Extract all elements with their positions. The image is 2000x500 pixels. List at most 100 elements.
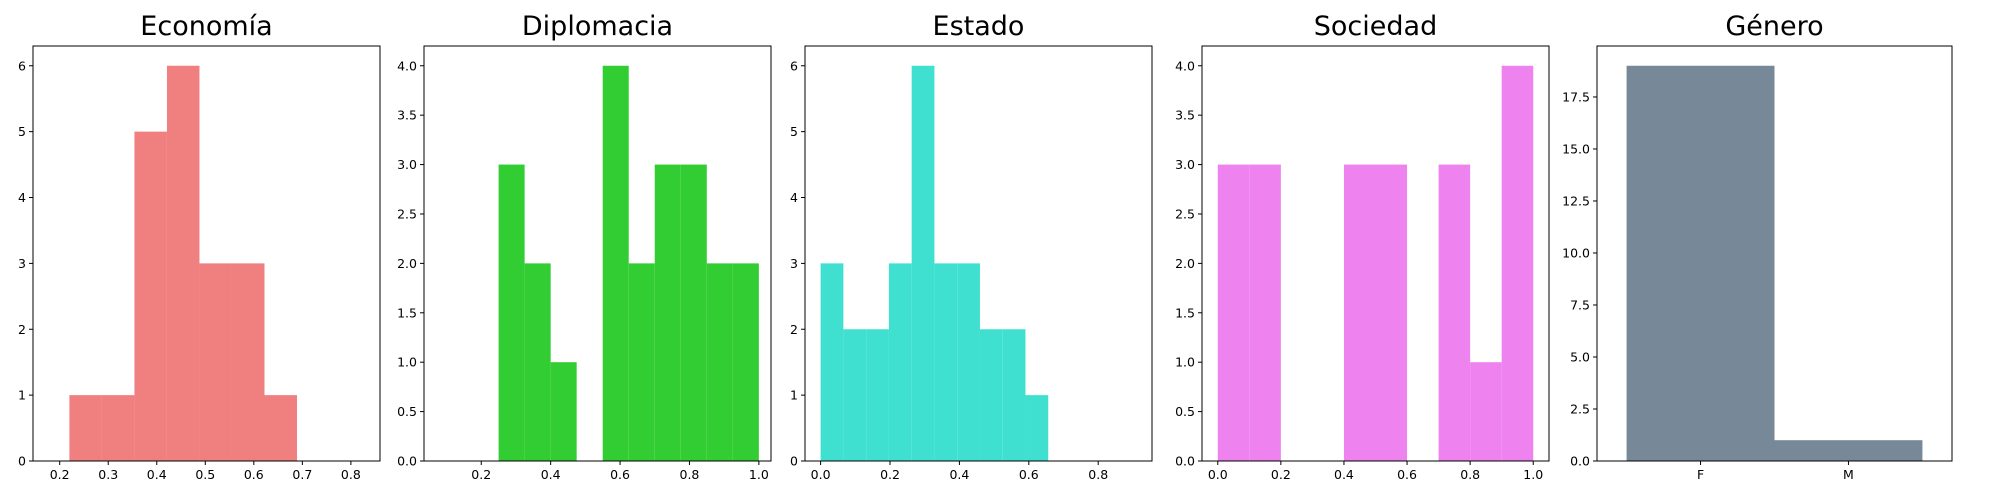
y-tick-label: 4.0 xyxy=(397,58,417,73)
histogram-bar xyxy=(1217,164,1250,462)
histogram-bar xyxy=(602,65,629,461)
x-tick-label: 0.6 xyxy=(1397,467,1417,482)
histogram-bar xyxy=(550,362,577,461)
y-tick-label: 2.5 xyxy=(397,206,417,221)
y-tick-label: 2 xyxy=(18,322,26,337)
y-tick-label: 2 xyxy=(790,322,798,337)
histogram-bar xyxy=(199,263,232,461)
histogram-bar xyxy=(101,395,135,461)
histogram-bar xyxy=(957,263,980,461)
x-tick-label: F xyxy=(1697,467,1704,482)
x-tick-label: 1.0 xyxy=(749,467,769,482)
histogram-bar xyxy=(134,131,167,461)
y-tick-label: 1.5 xyxy=(397,305,417,320)
y-tick-label: 4 xyxy=(18,190,26,205)
x-tick-label: 0.2 xyxy=(50,467,70,482)
x-tick-label: 0.8 xyxy=(680,467,700,482)
y-tick-label: 6 xyxy=(790,58,798,73)
y-tick-label: 3 xyxy=(18,256,26,271)
bar-F xyxy=(1626,65,1775,461)
y-tick-label: 2.5 xyxy=(1570,401,1590,416)
histogram-bar xyxy=(820,263,844,461)
y-tick-label: 3 xyxy=(790,256,798,271)
histogram-bar xyxy=(843,329,867,461)
x-tick-label: 0.6 xyxy=(1019,467,1039,482)
axes-frame xyxy=(1596,45,1953,462)
x-tick-label: 0.6 xyxy=(244,467,264,482)
chart-title: Diplomacia xyxy=(522,11,673,42)
y-tick-label: 12.5 xyxy=(1562,193,1590,208)
x-tick-label: 0.4 xyxy=(1334,467,1354,482)
y-tick-label: 5.0 xyxy=(1570,349,1590,364)
y-tick-label: 5 xyxy=(790,124,798,139)
histogram-bar xyxy=(706,263,733,461)
chart-title: Economía xyxy=(140,11,272,42)
x-tick-label: 0.0 xyxy=(1208,467,1228,482)
y-tick-label: 10.0 xyxy=(1562,245,1590,260)
chart-panel-4: Sociedad 0.0 0.2 0.4 0.6 0.8 1.0 0.0 0.5 1.0 1.5 2.… xyxy=(1175,11,1550,482)
histogram-bar xyxy=(69,395,102,461)
histogram-bar xyxy=(1375,164,1408,462)
y-tick-label: 4 xyxy=(790,190,798,205)
chart-panel-5: Género F M 0.0 2.5 5.0 7.5 10.0 12.5 15.0 17.5 xyxy=(1562,11,1953,482)
y-tick-label: 17.5 xyxy=(1562,89,1590,104)
y-tick-label: 0 xyxy=(18,454,26,469)
x-tick-label: 0.4 xyxy=(949,467,969,482)
histogram-bar xyxy=(934,263,958,461)
y-tick-label: 3.0 xyxy=(397,157,417,172)
x-tick-label: M xyxy=(1843,467,1854,482)
histogram-bar xyxy=(1470,362,1502,461)
y-tick-label: 3.5 xyxy=(397,108,417,123)
x-tick-label: 0.8 xyxy=(1460,467,1480,482)
bar-M xyxy=(1774,440,1923,461)
histogram-bar xyxy=(911,65,935,461)
histogram-bar xyxy=(680,164,707,462)
y-tick-label: 2.0 xyxy=(397,256,417,271)
y-tick-label: 4.0 xyxy=(1175,58,1195,73)
histogram-bar xyxy=(498,164,525,462)
histogram-bar xyxy=(1249,164,1281,462)
histogram-bar xyxy=(654,164,681,462)
y-tick-label: 6 xyxy=(18,58,26,73)
x-tick-label: 0.2 xyxy=(1271,467,1291,482)
y-tick-label: 0.0 xyxy=(397,454,417,469)
x-tick-label: 0.8 xyxy=(1088,467,1108,482)
y-tick-label: 0.5 xyxy=(1175,404,1195,419)
histogram-bar xyxy=(1438,164,1471,462)
x-tick-label: 1.0 xyxy=(1523,467,1543,482)
histogram-bar xyxy=(1343,164,1376,462)
chart-title: Estado xyxy=(933,11,1025,42)
histogram-bar xyxy=(732,263,759,461)
x-tick-label: 0.4 xyxy=(541,467,561,482)
histogram-bar xyxy=(166,65,200,461)
histogram-bar xyxy=(1025,395,1049,461)
histogram-bar xyxy=(1002,329,1026,461)
x-tick-label: 0.7 xyxy=(292,467,312,482)
x-tick-label: 0.3 xyxy=(98,467,118,482)
axes-frame xyxy=(804,45,1153,462)
axes-frame xyxy=(32,45,381,462)
y-tick-label: 2.5 xyxy=(1175,206,1195,221)
x-tick-label: 0.0 xyxy=(811,467,831,482)
x-tick-label: 0.5 xyxy=(195,467,215,482)
y-tick-label: 0.0 xyxy=(1175,454,1195,469)
y-tick-label: 1.5 xyxy=(1175,305,1195,320)
chart-panel-2: Diplomacia 0.2 0.4 0.6 0.8 1.0 0.0 0.5 1.0 1.5 2.0… xyxy=(397,11,772,482)
y-tick-label: 7.5 xyxy=(1570,297,1590,312)
histogram-bar xyxy=(1501,65,1534,461)
histogram-bar xyxy=(888,263,912,461)
y-tick-label: 1.0 xyxy=(1175,355,1195,370)
chart-panel-3: Estado 0.0 0.2 0.4 0.6 0.8 0 1 2 3 4 5 6 xyxy=(790,11,1153,482)
histogram-bar xyxy=(264,395,298,461)
axes-frame xyxy=(1201,45,1550,462)
y-tick-label: 0 xyxy=(790,454,798,469)
histogram-bar xyxy=(524,263,551,461)
x-tick-label: 0.4 xyxy=(147,467,167,482)
y-tick-label: 1.0 xyxy=(397,355,417,370)
x-tick-label: 0.8 xyxy=(341,467,361,482)
chart-title: Género xyxy=(1725,11,1823,42)
histogram-bar xyxy=(866,329,889,461)
y-tick-label: 1 xyxy=(18,388,26,403)
x-tick-label: 0.2 xyxy=(880,467,900,482)
